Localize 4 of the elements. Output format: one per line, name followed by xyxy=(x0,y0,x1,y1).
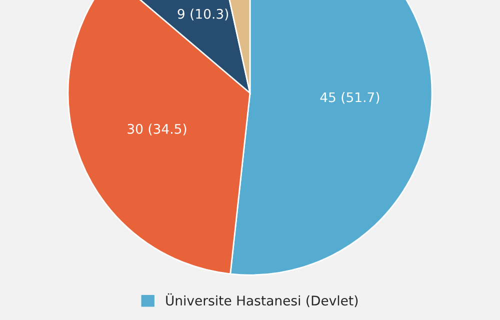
data-label: 9 (10.3) xyxy=(178,8,228,20)
data-label: 45 (51.7) xyxy=(320,92,380,104)
data-label: 30 (34.5) xyxy=(128,124,186,136)
legend-label: Üniversite Hastanesi (Devlet) xyxy=(166,293,358,308)
